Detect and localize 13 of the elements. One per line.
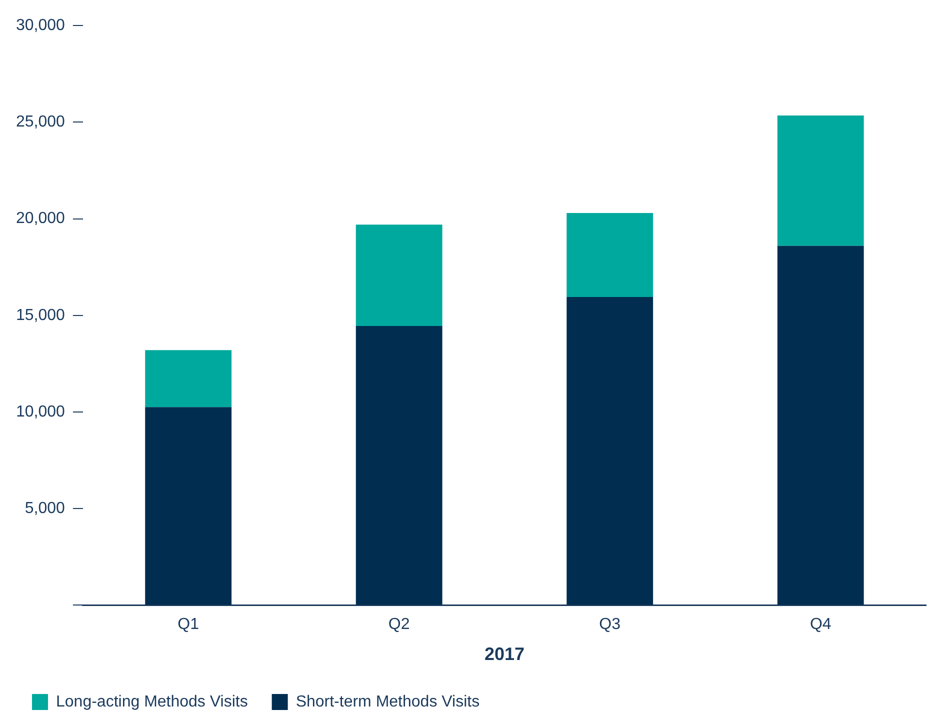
legend-label: Long-acting Methods Visits <box>56 693 248 710</box>
y-tick-label: 5,000 <box>24 500 66 518</box>
y-tick-label: 20,000 <box>16 210 66 228</box>
y-tick-label: 10,000 <box>16 403 66 420</box>
y-tick-label: 25,000 <box>16 114 66 131</box>
x-tick-label: Q1 <box>178 616 200 634</box>
y-tick-label: 15,000 <box>16 306 66 324</box>
x-tick-label: Q3 <box>599 616 621 634</box>
legend-label: Short-term Methods Visits <box>296 693 480 710</box>
x-tick-label: Q2 <box>388 616 410 634</box>
x-tick-label: Q4 <box>810 616 832 634</box>
x-axis-title: 2017 <box>484 644 524 664</box>
y-tick-label: 30,000 <box>16 17 66 34</box>
